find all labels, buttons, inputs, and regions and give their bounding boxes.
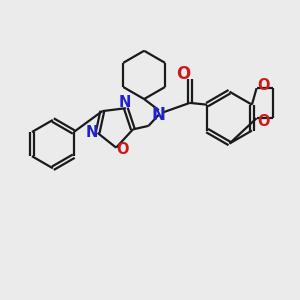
Text: N: N bbox=[119, 95, 131, 110]
Text: O: O bbox=[257, 114, 270, 129]
Text: N: N bbox=[152, 106, 166, 124]
Text: O: O bbox=[257, 78, 270, 93]
Text: N: N bbox=[85, 125, 98, 140]
Text: O: O bbox=[116, 142, 129, 157]
Text: O: O bbox=[176, 65, 190, 83]
